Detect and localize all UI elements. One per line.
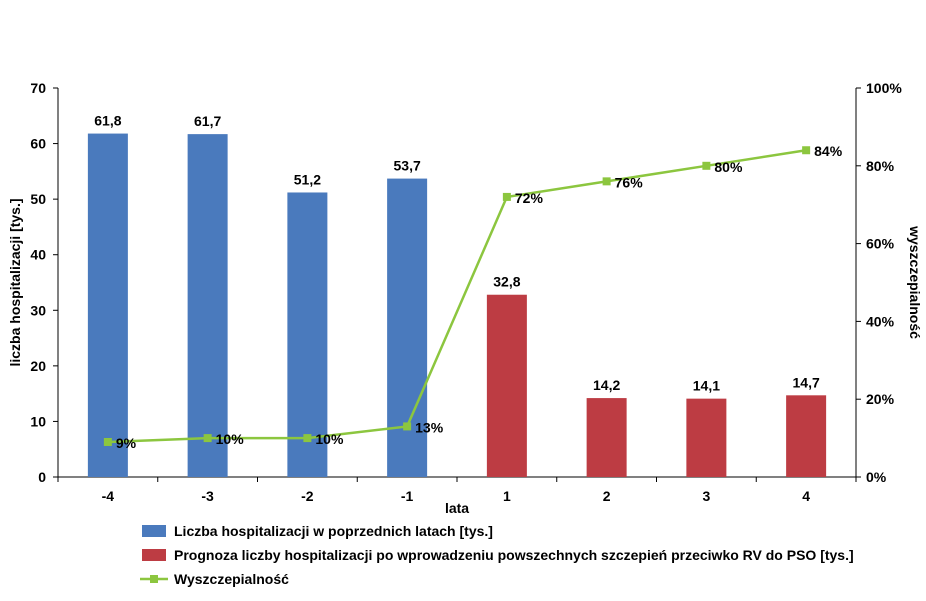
line-value-label: 80% (714, 159, 743, 175)
bar (586, 398, 627, 477)
bar (686, 398, 727, 477)
legend-swatch (142, 549, 166, 561)
left-tick-label: 60 (30, 136, 46, 152)
legend-marker (150, 575, 158, 583)
x-tick-label: -1 (401, 488, 414, 504)
legend: Liczba hospitalizacji w poprzednich lata… (140, 523, 854, 587)
y-axis-right-title: wyszczepialność (907, 225, 923, 339)
bar-value-label: 61,7 (194, 113, 221, 129)
line-value-label: 13% (415, 419, 444, 435)
bar (287, 192, 328, 477)
right-tick-label: 0% (866, 469, 887, 485)
right-tick-label: 100% (866, 80, 902, 96)
bar-value-label: 51,2 (294, 171, 321, 187)
x-tick-label: 1 (503, 488, 511, 504)
line-value-label: 9% (116, 435, 137, 451)
bar-value-label: 61,8 (94, 113, 121, 129)
line-point (303, 434, 312, 443)
x-tick-label: -2 (301, 488, 314, 504)
right-tick-label: 60% (866, 236, 895, 252)
bar (486, 294, 527, 477)
line-value-label: 84% (814, 143, 843, 159)
line-series (103, 146, 811, 446)
line-value-label: 10% (216, 431, 245, 447)
right-tick-label: 80% (866, 158, 895, 174)
bar (786, 395, 827, 477)
line-series-path (107, 149, 807, 444)
x-tick-label: -3 (201, 488, 214, 504)
legend-label: Prognoza liczby hospitalizacji po wprowa… (174, 547, 854, 563)
legend-label: Wyszczepialność (174, 571, 289, 587)
line-point (802, 146, 811, 155)
line-point (502, 192, 511, 201)
bar-value-label: 32,8 (493, 274, 520, 290)
left-tick-label: 70 (30, 80, 46, 96)
bars (87, 133, 827, 478)
bar-value-label: 14,7 (793, 374, 820, 390)
left-tick-label: 0 (38, 469, 46, 485)
bar-value-label: 14,2 (593, 377, 620, 393)
line-point (103, 437, 112, 446)
x-axis-title: lata (445, 500, 469, 516)
x-tick-label: -4 (102, 488, 115, 504)
bar (87, 133, 128, 477)
line-value-label: 76% (615, 174, 644, 190)
line-value-label: 10% (315, 431, 344, 447)
left-tick-label: 10 (30, 413, 46, 429)
left-tick-label: 40 (30, 247, 46, 263)
y-axis-title: liczba hospitalizacji [tys.] (7, 198, 23, 366)
line-point (203, 434, 212, 443)
x-tick-label: 4 (802, 488, 810, 504)
bar-value-label: 53,7 (394, 158, 421, 174)
line-point (403, 422, 412, 431)
line-point (602, 177, 611, 186)
right-tick-label: 20% (866, 391, 895, 407)
axes: 0 10 20 30 40 50 60 70 0% 20% 40% 60% 80% 100% -4 -3 -2 -… (7, 80, 923, 516)
x-tick-label: 2 (603, 488, 611, 504)
bar-value-label: 14,1 (693, 378, 720, 394)
left-tick-label: 50 (30, 191, 46, 207)
line-value-label: 72% (515, 190, 544, 206)
data-labels: 61,8 61,7 51,2 53,7 32,8 14,2 14,1 14,7 9% 10% 10%… (94, 113, 842, 451)
legend-label: Liczba hospitalizacji w poprzednich lata… (174, 523, 493, 539)
legend-swatch (142, 525, 166, 537)
bar (187, 134, 228, 478)
line-point (702, 161, 711, 170)
left-tick-label: 20 (30, 358, 46, 374)
right-tick-label: 40% (866, 313, 895, 329)
x-tick-label: 3 (702, 488, 710, 504)
left-tick-label: 30 (30, 302, 46, 318)
